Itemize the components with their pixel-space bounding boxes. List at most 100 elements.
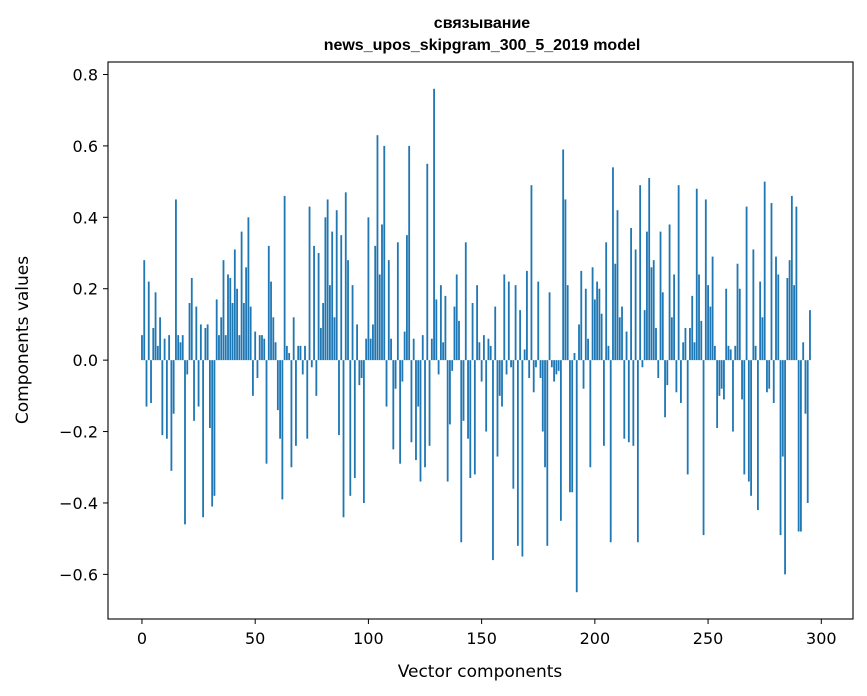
- bar-229: [659, 231, 662, 361]
- bar-280: [775, 256, 777, 361]
- bar-57: [270, 281, 272, 361]
- bar-257: [723, 360, 725, 400]
- bar-107: [383, 145, 386, 361]
- bar-73: [306, 360, 309, 439]
- bar-293: [804, 360, 807, 414]
- bar-37: [224, 335, 227, 361]
- bar-258: [725, 288, 728, 361]
- bar-90: [344, 192, 347, 361]
- bar-241: [686, 360, 689, 475]
- bar-64: [285, 345, 288, 361]
- bar-48: [249, 306, 252, 361]
- bar-231: [664, 360, 666, 418]
- bar-194: [580, 270, 583, 361]
- bar-267: [745, 206, 748, 361]
- bar-123: [419, 360, 422, 482]
- bar-160: [503, 274, 506, 361]
- bar-43: [238, 335, 241, 361]
- bar-259: [727, 345, 730, 361]
- bar-110: [390, 338, 392, 361]
- bar-278: [770, 203, 773, 361]
- bar-23: [193, 360, 195, 421]
- x-tick-label: 250: [693, 629, 724, 648]
- bar-198: [589, 360, 592, 468]
- bar-244: [693, 342, 696, 361]
- bar-75: [310, 360, 313, 368]
- bar-94: [353, 360, 356, 478]
- bar-158: [498, 360, 501, 396]
- bar-61: [279, 360, 281, 439]
- bar-46: [245, 267, 248, 361]
- bar-139: [455, 274, 458, 361]
- bar-128: [430, 338, 433, 361]
- bar-96: [358, 360, 361, 386]
- bar-80: [322, 303, 325, 361]
- bar-199: [591, 267, 594, 361]
- bar-4: [150, 360, 152, 403]
- bar-63: [283, 195, 286, 361]
- bar-138: [453, 306, 456, 361]
- bar-59: [274, 342, 277, 361]
- bar-272: [756, 360, 759, 511]
- bar-104: [376, 135, 379, 361]
- bar-126: [426, 163, 429, 361]
- bar-114: [399, 360, 402, 464]
- bar-5: [152, 328, 155, 361]
- bar-127: [428, 360, 431, 446]
- bar-150: [480, 360, 483, 382]
- bar-76: [313, 245, 315, 361]
- bar-236: [675, 360, 678, 393]
- bar-294: [806, 360, 809, 503]
- bar-200: [593, 299, 596, 361]
- bar-239: [682, 342, 685, 361]
- bar-70: [299, 345, 302, 361]
- bar-285: [786, 278, 789, 361]
- bar-31: [211, 360, 214, 507]
- bar-279: [772, 360, 775, 403]
- bar-115: [401, 360, 404, 382]
- bar-281: [777, 274, 780, 361]
- bar-243: [691, 295, 694, 361]
- bar-66: [290, 360, 293, 468]
- bar-226: [652, 260, 655, 361]
- bar-7: [156, 345, 159, 361]
- bar-72: [304, 345, 306, 361]
- bar-216: [630, 228, 632, 361]
- bar-105: [378, 274, 381, 361]
- bar-209: [614, 263, 617, 361]
- bar-2: [145, 360, 148, 407]
- bar-201: [596, 281, 599, 361]
- bar-33: [215, 299, 218, 361]
- bar-171: [528, 360, 531, 378]
- bar-136: [449, 360, 451, 425]
- bar-159: [501, 360, 503, 407]
- bar-29: [206, 324, 209, 361]
- bar-256: [720, 360, 723, 389]
- bar-263: [736, 263, 739, 361]
- bar-214: [625, 331, 628, 361]
- bar-89: [342, 360, 345, 518]
- bar-156: [494, 306, 497, 361]
- bar-14: [172, 360, 175, 414]
- bar-21: [188, 303, 191, 361]
- bar-220: [639, 185, 642, 361]
- bar-50: [254, 331, 257, 361]
- bar-228: [657, 360, 660, 378]
- bar-224: [648, 178, 651, 361]
- bar-32: [213, 360, 216, 496]
- bar-16: [177, 335, 180, 361]
- bar-11: [165, 360, 168, 439]
- bar-260: [729, 349, 732, 361]
- bar-203: [600, 313, 603, 361]
- bar-53: [261, 335, 263, 361]
- bar-166: [516, 360, 519, 546]
- bar-286: [788, 260, 791, 361]
- bar-100: [367, 217, 370, 361]
- bar-240: [684, 328, 687, 361]
- bar-125: [424, 360, 426, 468]
- bar-207: [609, 360, 612, 543]
- bar-266: [743, 360, 746, 475]
- bar-95: [356, 324, 358, 361]
- bar-264: [738, 288, 741, 361]
- bar-221: [641, 360, 644, 368]
